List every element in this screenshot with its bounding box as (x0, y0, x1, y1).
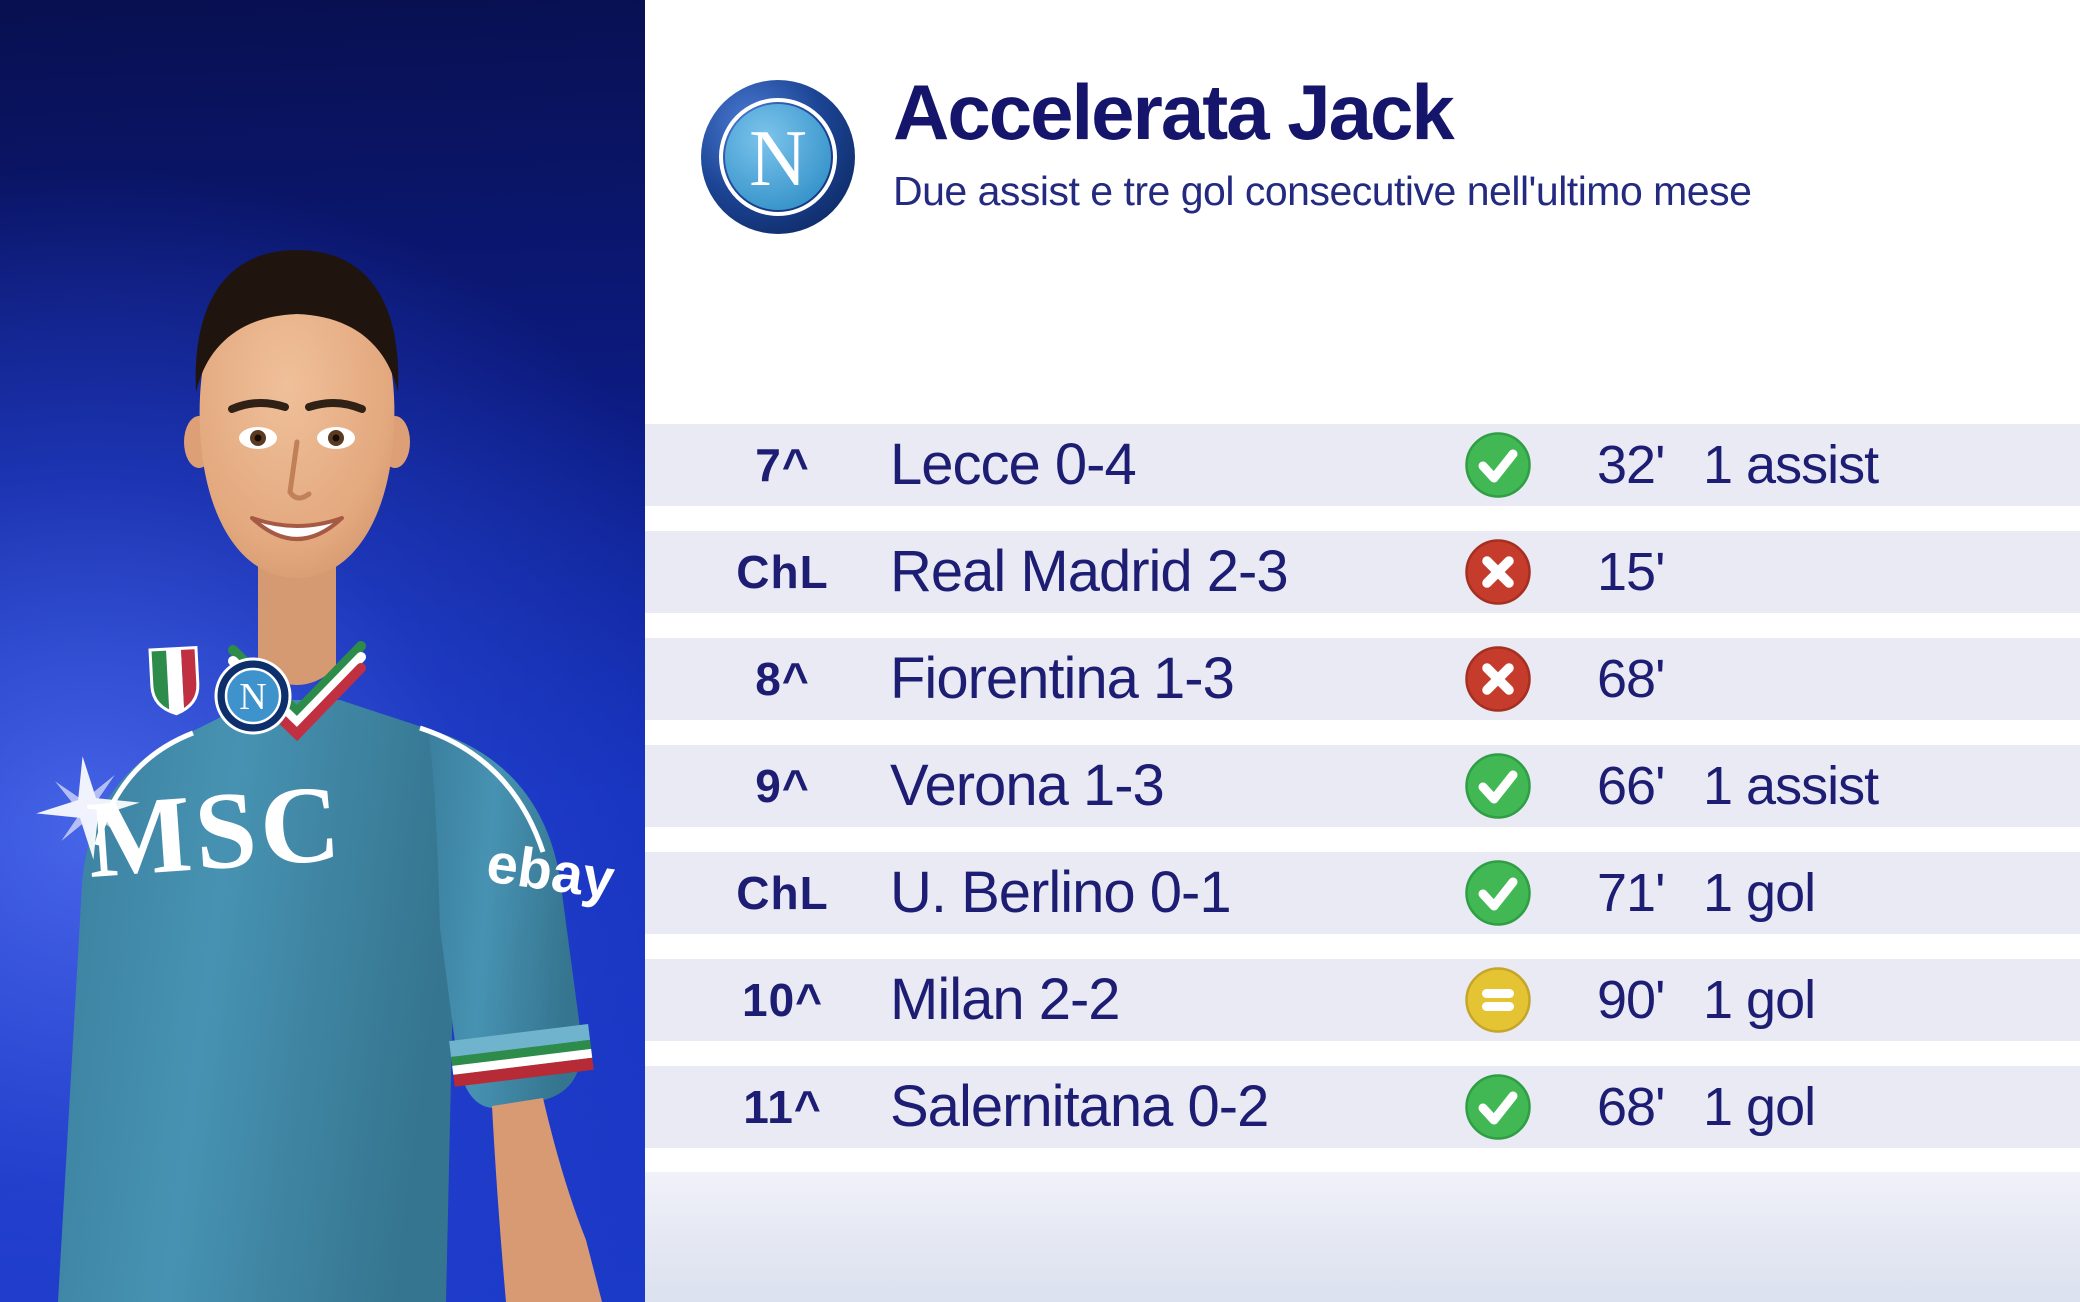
scudetto-badge (148, 646, 200, 716)
minutes-label: 71' (1597, 863, 1665, 923)
player-photo-panel: N MSC ebay (0, 0, 645, 1302)
page-title: Accelerata Jack (893, 68, 1455, 156)
result-icon (1465, 432, 1531, 498)
content-area: N Accelerata Jack Due assist e tre gol c… (645, 0, 2080, 1302)
result-icon (1465, 860, 1531, 926)
match-row: 11^ Salernitana 0-2 68' 1 gol (645, 1066, 2080, 1148)
contribution-label: 1 gol (1703, 970, 1816, 1030)
loss-x-icon (1465, 539, 1531, 605)
fixture-label: Fiorentina 1-3 (890, 646, 1235, 711)
nose (287, 439, 312, 501)
minutes-label: 32' (1597, 435, 1665, 495)
shirt-sponsor-text: MSC (83, 761, 347, 901)
result-icon (1465, 967, 1531, 1033)
minutes-label: 66' (1597, 756, 1665, 816)
svg-text:N: N (749, 115, 807, 203)
fixture-label: Lecce 0-4 (890, 432, 1137, 497)
result-icon (1465, 1074, 1531, 1140)
jersey-sleeve (428, 729, 582, 1108)
contribution-label: 1 gol (1703, 1077, 1816, 1137)
minutes-label: 90' (1597, 970, 1665, 1030)
mouth (250, 516, 344, 541)
match-row: 7^ Lecce 0-4 32' 1 assist (645, 424, 2080, 506)
round-label: 9^ (755, 760, 810, 812)
contribution-label: 1 assist (1703, 435, 1879, 495)
svg-text:N: N (239, 676, 266, 718)
round-label: 11^ (743, 1081, 822, 1133)
match-row: 8^ Fiorentina 1-3 68' (645, 638, 2080, 720)
result-icon (1465, 753, 1531, 819)
result-icon (1465, 646, 1531, 712)
draw-equals-icon (1465, 967, 1531, 1033)
eyebrow-right (305, 399, 366, 413)
fixture-label: Salernitana 0-2 (890, 1074, 1269, 1139)
forearm (492, 1098, 602, 1302)
round-label: ChL (736, 546, 829, 598)
minutes-label: 68' (1597, 1077, 1665, 1137)
match-list: 7^ Lecce 0-4 32' 1 assist ChL Real Madri… (645, 424, 2080, 1173)
shoulder-piping-right (419, 725, 546, 853)
minutes-label: 15' (1597, 542, 1665, 602)
face (199, 268, 395, 578)
win-check-icon (1465, 753, 1531, 819)
win-check-icon (1465, 860, 1531, 926)
page-subtitle: Due assist e tre gol consecutive nell'ul… (893, 168, 1752, 215)
header: N Accelerata Jack Due assist e tre gol c… (645, 0, 2080, 300)
fixture-label: U. Berlino 0-1 (890, 860, 1232, 925)
sleeve-cuff-stripes (449, 1024, 594, 1087)
chest-club-badge: N (214, 657, 292, 735)
fixture-label: Milan 2-2 (890, 967, 1121, 1032)
match-row: 9^ Verona 1-3 66' 1 assist (645, 745, 2080, 827)
fixture-label: Real Madrid 2-3 (890, 539, 1289, 604)
round-label: ChL (736, 867, 829, 919)
shoulder-piping-left (94, 730, 194, 846)
footer-band (645, 1172, 2080, 1302)
neck (258, 555, 336, 685)
result-icon (1465, 539, 1531, 605)
round-label: 10^ (741, 974, 824, 1026)
loss-x-icon (1465, 646, 1531, 712)
msc-compass-icon (36, 756, 140, 860)
eyes (239, 427, 355, 449)
round-label: 8^ (755, 653, 810, 705)
match-row: ChL Real Madrid 2-3 15' (645, 531, 2080, 613)
club-crest-icon: N (700, 79, 856, 235)
contribution-label: 1 gol (1703, 863, 1816, 923)
match-row: ChL U. Berlino 0-1 71' 1 gol (645, 852, 2080, 934)
round-label: 7^ (755, 439, 810, 491)
minutes-label: 68' (1597, 649, 1665, 709)
jersey-torso (58, 700, 459, 1302)
fixture-label: Verona 1-3 (890, 753, 1165, 818)
hair (195, 250, 399, 392)
win-check-icon (1465, 1074, 1531, 1140)
win-check-icon (1465, 432, 1531, 498)
match-row: 10^ Milan 2-2 90' 1 gol (645, 959, 2080, 1041)
player-illustration: N MSC ebay (36, 250, 618, 1302)
eyebrow-left (228, 399, 289, 413)
contribution-label: 1 assist (1703, 756, 1879, 816)
